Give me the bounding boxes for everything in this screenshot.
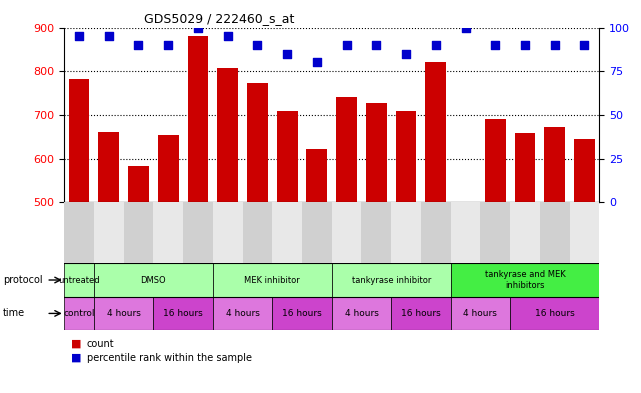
Text: count: count bbox=[87, 339, 114, 349]
Bar bbox=[485, 119, 506, 202]
Bar bbox=[272, 297, 332, 330]
Text: 16 hours: 16 hours bbox=[163, 309, 203, 318]
Bar bbox=[544, 127, 565, 202]
Text: 4 hours: 4 hours bbox=[226, 309, 260, 318]
Bar bbox=[395, 110, 417, 202]
Bar bbox=[247, 83, 268, 202]
Bar bbox=[158, 135, 179, 202]
Point bbox=[282, 51, 292, 57]
Point bbox=[133, 42, 144, 48]
Point bbox=[549, 42, 560, 48]
Point bbox=[490, 42, 501, 48]
Point bbox=[312, 59, 322, 66]
Bar bbox=[362, 202, 391, 263]
Bar bbox=[124, 202, 153, 263]
Bar bbox=[213, 263, 332, 297]
Text: percentile rank within the sample: percentile rank within the sample bbox=[87, 353, 251, 363]
Bar bbox=[451, 263, 599, 297]
Bar bbox=[332, 263, 451, 297]
Text: time: time bbox=[3, 309, 26, 318]
Text: GDS5029 / 222460_s_at: GDS5029 / 222460_s_at bbox=[144, 12, 295, 25]
Text: 4 hours: 4 hours bbox=[106, 309, 140, 318]
Bar bbox=[332, 202, 362, 263]
Point bbox=[253, 42, 263, 48]
Bar bbox=[188, 36, 208, 202]
Bar bbox=[153, 297, 213, 330]
Text: ■: ■ bbox=[71, 353, 81, 363]
Bar bbox=[451, 297, 510, 330]
Text: 16 hours: 16 hours bbox=[535, 309, 574, 318]
Text: untreated: untreated bbox=[58, 275, 100, 285]
Point bbox=[74, 33, 84, 39]
Text: control: control bbox=[63, 309, 95, 318]
Bar bbox=[421, 202, 451, 263]
Bar bbox=[426, 62, 446, 202]
Point bbox=[193, 24, 203, 31]
Text: ■: ■ bbox=[71, 339, 81, 349]
Bar bbox=[277, 110, 297, 202]
Bar bbox=[183, 202, 213, 263]
Bar bbox=[574, 139, 595, 202]
Text: 16 hours: 16 hours bbox=[282, 309, 322, 318]
Bar bbox=[391, 297, 451, 330]
Bar bbox=[306, 149, 328, 202]
Bar bbox=[515, 133, 535, 202]
Point bbox=[163, 42, 173, 48]
Text: 4 hours: 4 hours bbox=[463, 309, 497, 318]
Bar bbox=[336, 97, 357, 202]
Bar bbox=[98, 132, 119, 202]
Text: DMSO: DMSO bbox=[140, 275, 166, 285]
Text: tankyrase inhibitor: tankyrase inhibitor bbox=[351, 275, 431, 285]
Bar bbox=[94, 202, 124, 263]
Point bbox=[342, 42, 352, 48]
Point bbox=[520, 42, 530, 48]
Point bbox=[460, 24, 470, 31]
Bar bbox=[480, 202, 510, 263]
Bar bbox=[213, 297, 272, 330]
Bar bbox=[64, 202, 94, 263]
Bar bbox=[391, 202, 421, 263]
Point bbox=[104, 33, 114, 39]
Bar bbox=[332, 297, 391, 330]
Bar bbox=[510, 202, 540, 263]
Bar bbox=[94, 263, 213, 297]
Bar bbox=[451, 202, 480, 263]
Bar bbox=[272, 202, 302, 263]
Bar bbox=[217, 68, 238, 202]
Bar bbox=[366, 103, 387, 202]
Bar bbox=[69, 79, 89, 202]
Text: protocol: protocol bbox=[3, 275, 43, 285]
Bar bbox=[213, 202, 242, 263]
Point bbox=[401, 51, 411, 57]
Text: MEK inhibitor: MEK inhibitor bbox=[244, 275, 300, 285]
Point bbox=[371, 42, 381, 48]
Bar bbox=[242, 202, 272, 263]
Bar bbox=[128, 166, 149, 202]
Text: 16 hours: 16 hours bbox=[401, 309, 441, 318]
Text: 4 hours: 4 hours bbox=[344, 309, 378, 318]
Bar bbox=[94, 297, 153, 330]
Bar bbox=[302, 202, 332, 263]
Bar bbox=[153, 202, 183, 263]
Bar bbox=[510, 297, 599, 330]
Point bbox=[222, 33, 233, 39]
Bar bbox=[64, 263, 94, 297]
Point bbox=[579, 42, 590, 48]
Bar bbox=[570, 202, 599, 263]
Text: tankyrase and MEK
inhibitors: tankyrase and MEK inhibitors bbox=[485, 270, 565, 290]
Bar bbox=[64, 297, 94, 330]
Point bbox=[431, 42, 441, 48]
Bar bbox=[540, 202, 570, 263]
